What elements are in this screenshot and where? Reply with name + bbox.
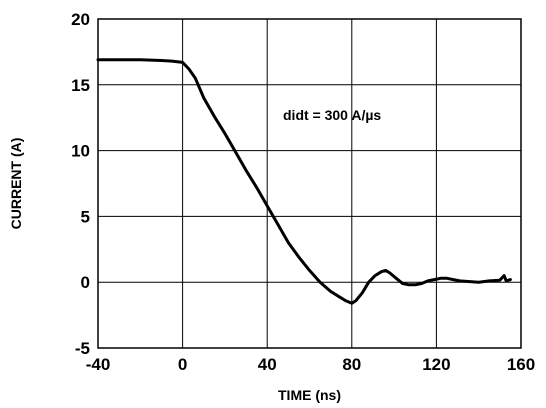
series-line <box>96 58 512 305</box>
y-tick-label: 20 <box>71 10 90 29</box>
x-tick-label: -40 <box>86 355 111 374</box>
x-tick-label: 0 <box>178 355 187 374</box>
x-tick-label: 120 <box>422 355 450 374</box>
didt-annotation: didt = 300 A/µs <box>283 107 381 123</box>
y-tick-label: 10 <box>71 142 90 161</box>
y-tick-label: 5 <box>81 207 90 226</box>
x-tick-label: 40 <box>258 355 277 374</box>
x-tick-label: 80 <box>342 355 361 374</box>
x-tick-label: 160 <box>507 355 535 374</box>
y-tick-label: 0 <box>81 273 90 292</box>
y-tick-label: 15 <box>71 76 90 95</box>
y-tick-label: -5 <box>75 339 90 358</box>
plot-frame <box>97 18 522 349</box>
tick-labels: -40 0 40 80 120 160 -5 0 5 10 15 20 <box>71 10 535 374</box>
y-axis-title: CURRENT (A) <box>8 138 24 230</box>
x-axis-title: TIME (ns) <box>278 387 341 403</box>
series-layer <box>96 58 512 305</box>
grid-lines <box>98 19 521 348</box>
